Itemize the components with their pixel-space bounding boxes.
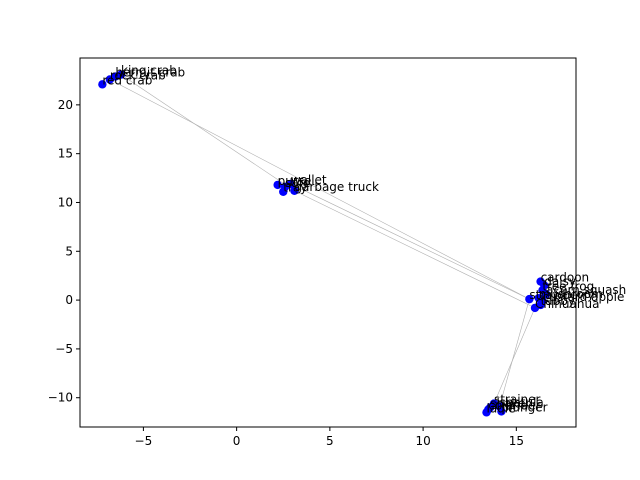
x-tick-label--5: −5: [135, 434, 153, 448]
x-tick-label-5: 5: [326, 434, 334, 448]
point-label-custard-apple: custard apple: [542, 290, 624, 304]
connection-line-3: [294, 190, 536, 309]
point-label-wallet: wallet: [291, 173, 327, 187]
point-label-safe: safe: [285, 176, 310, 190]
point-label-cardoon: cardoon: [541, 271, 590, 285]
y-tick-label--10: −10: [48, 391, 73, 405]
point-rock-crab: [105, 75, 115, 84]
point-acorn-squash: [541, 290, 551, 299]
point-label-tray: tray: [283, 181, 307, 195]
point-red-crab: [98, 80, 107, 89]
x-tick-label-0: 0: [233, 434, 241, 448]
point-label-garbage-truck: garbage truck: [294, 180, 379, 194]
point-label-mushroom: mushroom: [539, 287, 603, 301]
y-tick-label-15: 15: [58, 147, 73, 161]
connection-line-5: [493, 307, 536, 404]
point-label-acorn-squash: acorn squash: [546, 283, 626, 297]
point-label-tabby: tabby: [541, 294, 575, 308]
plot-frame: [79, 57, 577, 428]
point-garbage-truck: [290, 186, 299, 195]
point-tabby: [536, 300, 545, 310]
point-ladle: [482, 408, 491, 417]
point-label-red-crab: red crab: [102, 73, 152, 87]
y-tick-label-10: 10: [58, 195, 73, 209]
point-label-rock-crab: rock crab: [110, 68, 166, 82]
point-label-chihuahua: Chihuahua: [535, 297, 599, 311]
point-label-king-crab: king crab: [121, 64, 177, 78]
connection-lines: [109, 74, 536, 407]
y-axis: −10 −5 0 5 10 15 20: [48, 98, 80, 405]
point-label-shaker: shaker: [490, 396, 530, 410]
connection-line-4: [499, 299, 530, 407]
x-tick-label-15: 15: [509, 434, 524, 448]
point-label-colander: colander: [488, 398, 540, 412]
point-label-ladle: ladle: [486, 401, 515, 415]
y-tick-label-5: 5: [65, 244, 73, 258]
point-tray: [279, 187, 288, 196]
point-strawberry: [525, 294, 534, 304]
connection-line-0: [120, 74, 295, 192]
y-tick-label-20: 20: [58, 98, 73, 112]
point-label-strawberry: strawberry: [529, 288, 594, 302]
connection-line-2: [290, 183, 530, 300]
x-tick-label-10: 10: [415, 434, 430, 448]
y-tick-label--5: −5: [55, 342, 73, 356]
point-label-spatula: spatula: [500, 396, 544, 410]
point-label-hermit-crab: hermit crab: [115, 66, 185, 80]
point-label-purse: purse: [278, 174, 312, 188]
point-label-plunger: plunger: [501, 400, 547, 414]
y-tick-label-0: 0: [65, 293, 73, 307]
point-purse: [273, 180, 282, 190]
x-axis: −5 0 5 10 15: [135, 427, 524, 448]
connection-line-1: [109, 79, 530, 300]
point-label-tree-frog: tree frog: [542, 279, 594, 293]
point-label-strainer: strainer: [494, 393, 541, 407]
point-label-daisy: daisy: [544, 274, 576, 288]
point-plunger: [497, 407, 506, 416]
data-points: [98, 70, 551, 417]
